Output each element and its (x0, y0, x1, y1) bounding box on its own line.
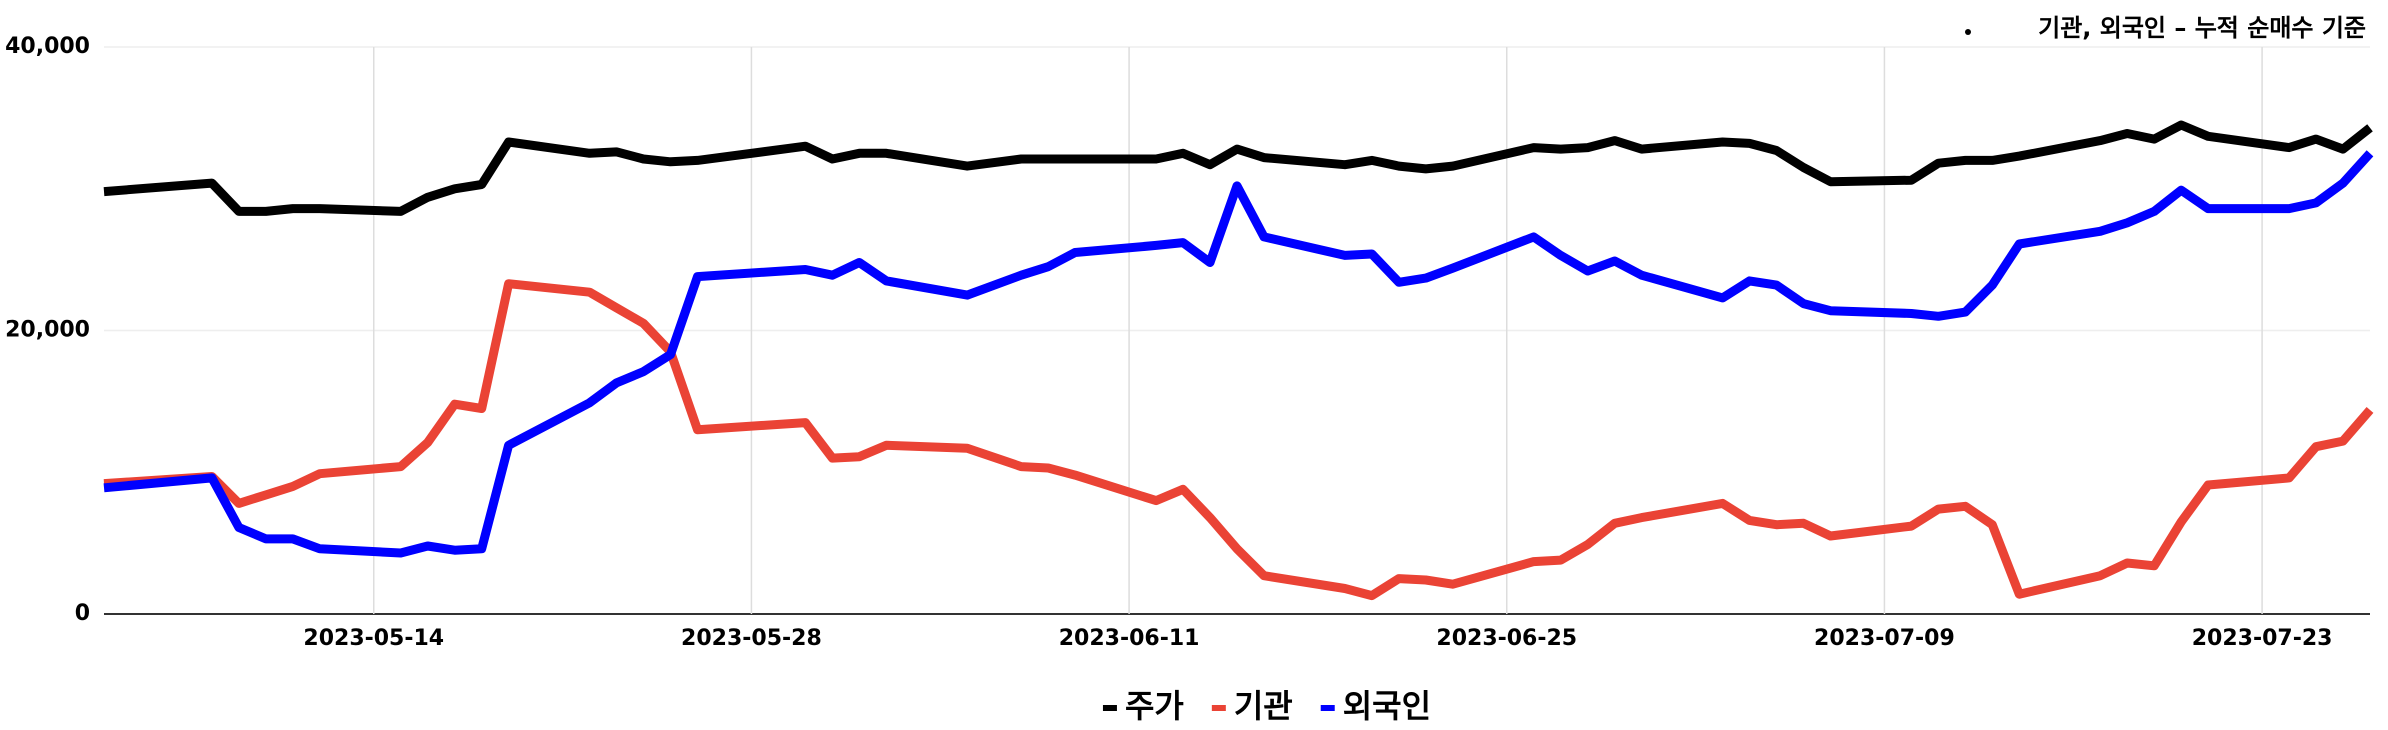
legend-label: 외국인 (1343, 687, 1431, 725)
legend-item: 주가 (1102, 687, 1184, 725)
x-tick-label: 2023-06-25 (1436, 626, 1577, 651)
y-tick-label: 20,000 (5, 318, 90, 343)
x-tick-label: 2023-05-28 (681, 626, 822, 651)
legend-item: 외국인 (1320, 687, 1431, 725)
series-line (103, 279, 2374, 601)
legend-label: 주가 (1125, 687, 1184, 725)
x-tick-label: 2023-07-23 (2192, 626, 2333, 651)
series-line (103, 120, 2373, 216)
annotation-bullet (1965, 29, 1971, 35)
annotation: 기관, 외국인 – 누적 순매수 기준 (2038, 14, 2366, 42)
series-line (103, 150, 2374, 558)
x-tick-label: 2023-07-09 (1814, 626, 1955, 651)
legend: 주가 기관 외국인 (1102, 687, 1431, 725)
grid (104, 46, 2370, 615)
y-tick-label: 40,000 (5, 34, 90, 59)
legend-label: 기관 (1234, 687, 1293, 725)
y-tick-label: 0 (75, 601, 90, 626)
legend-item: 기관 (1211, 687, 1293, 725)
x-tick-label: 2023-06-11 (1059, 626, 1200, 651)
x-tick-label: 2023-05-14 (303, 626, 444, 651)
